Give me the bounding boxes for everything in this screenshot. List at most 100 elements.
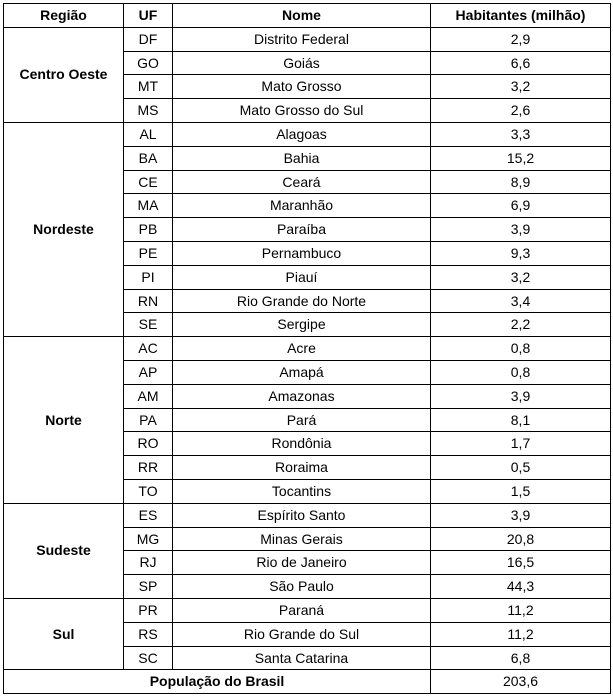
state-name-cell: São Paulo [172,574,431,599]
population-cell: 8,1 [430,407,611,433]
uf-cell: RN [123,288,173,314]
uf-cell: AL [123,121,173,147]
state-name-cell: Minas Gerais [172,526,431,552]
table-row: RO Rondônia 1,7 [4,431,611,457]
population-cell: 1,5 [430,478,611,504]
uf-cell: GO [123,50,173,76]
population-cell: 2,6 [430,98,611,123]
state-name-cell: Maranhão [172,193,431,219]
table-row: Centro Oeste DF Distrito Federal 2,9 [3,26,611,123]
uf-cell: ES [123,502,173,528]
population-cell: 1,7 [430,431,611,457]
table-row: Norte AC Acre 0,8 [3,336,611,504]
population-cell: 6,8 [430,645,611,671]
uf-cell: AP [123,359,173,385]
population-cell: 3,2 [430,264,611,290]
table-row: MG Minas Gerais 20,8 [4,526,611,552]
table-row: MA Maranhão 6,9 [4,193,611,219]
uf-cell: AC [123,336,173,361]
uf-cell: PE [123,240,173,266]
state-name-cell: Rio Grande do Norte [172,288,431,314]
population-cell: 20,8 [430,526,611,552]
state-name-cell: Sergipe [172,312,431,338]
uf-cell: PA [123,407,173,433]
population-cell: 9,3 [430,240,611,266]
state-name-cell: Distrito Federal [172,26,431,52]
state-name-cell: Tocantins [172,478,431,504]
state-name-cell: Paraíba [172,217,431,242]
population-cell: 2,9 [430,26,611,52]
table-row: Sudeste ES Espírito Santo 3,9 [3,502,611,599]
table-row: PB Paraíba 3,9 [4,217,611,242]
state-name-cell: Rio Grande do Sul [172,621,431,647]
population-cell: 3,9 [430,502,611,528]
header-uf: UF [123,3,173,28]
population-cell: 0,5 [430,455,611,480]
uf-cell: SE [123,312,173,338]
table-row: MT Mato Grosso 3,2 [4,74,611,100]
region-cell: Nordeste [3,121,124,338]
uf-cell: CE [123,169,173,195]
state-name-cell: Pernambuco [172,240,431,266]
state-name-cell: Mato Grosso do Sul [172,98,431,123]
table-row: RJ Rio de Janeiro 16,5 [4,550,611,576]
table-row: SC Santa Catarina 6,8 [4,645,611,671]
table-row: BA Bahia 15,2 [4,145,611,171]
uf-cell: RO [123,431,173,457]
population-cell: 3,9 [430,217,611,242]
uf-cell: RS [123,621,173,647]
state-name-cell: Bahia [172,145,431,171]
uf-cell: TO [123,478,173,504]
population-cell: 2,2 [430,312,611,338]
population-cell: 6,9 [430,193,611,219]
table-row: PE Pernambuco 9,3 [4,240,611,266]
state-name-cell: Goiás [172,50,431,76]
uf-cell: MT [123,74,173,100]
population-cell: 3,9 [430,383,611,409]
region-cell: Norte [3,336,124,504]
uf-cell: RJ [123,550,173,576]
uf-cell: SP [123,574,173,599]
region-cell: Centro Oeste [3,26,124,123]
uf-cell: MS [123,98,173,123]
population-cell: 16,5 [430,550,611,576]
state-name-cell: Amapá [172,359,431,385]
total-value: 203,6 [430,669,611,695]
state-name-cell: Alagoas [172,121,431,147]
header-region: Região [3,3,124,28]
state-name-cell: Piauí [172,264,431,290]
state-name-cell: Mato Grosso [172,74,431,100]
uf-cell: RR [123,455,173,480]
table-row: CE Ceará 8,9 [4,169,611,195]
table-row: SP São Paulo 44,3 [4,574,611,599]
population-cell: 8,9 [430,169,611,195]
table-row: TO Tocantins 1,5 [4,478,611,504]
state-name-cell: Paraná [172,597,431,623]
population-cell: 0,8 [430,359,611,385]
table-row: SE Sergipe 2,2 [4,312,611,338]
uf-cell: SC [123,645,173,671]
region-cell: Sudeste [3,502,124,599]
uf-cell: BA [123,145,173,171]
state-name-cell: Amazonas [172,383,431,409]
population-cell: 3,2 [430,74,611,100]
population-cell: 11,2 [430,597,611,623]
uf-cell: MG [123,526,173,552]
state-name-cell: Roraima [172,455,431,480]
header-name: Nome [172,3,431,28]
uf-cell: PI [123,264,173,290]
population-cell: 44,3 [430,574,611,599]
state-name-cell: Ceará [172,169,431,195]
uf-cell: PR [123,597,173,623]
table-row: PI Piauí 3,2 [4,264,611,290]
total-label: População do Brasil [3,669,431,695]
region-cell: Sul [3,597,124,671]
population-cell: 0,8 [430,336,611,361]
state-name-cell: Rio de Janeiro [172,550,431,576]
table-row: RS Rio Grande do Sul 11,2 [4,621,611,647]
header-row: Região UF Nome Habitantes (milhão) [3,3,611,28]
state-name-cell: Santa Catarina [172,645,431,671]
uf-cell: PB [123,217,173,242]
state-name-cell: Pará [172,407,431,433]
state-name-cell: Espírito Santo [172,502,431,528]
